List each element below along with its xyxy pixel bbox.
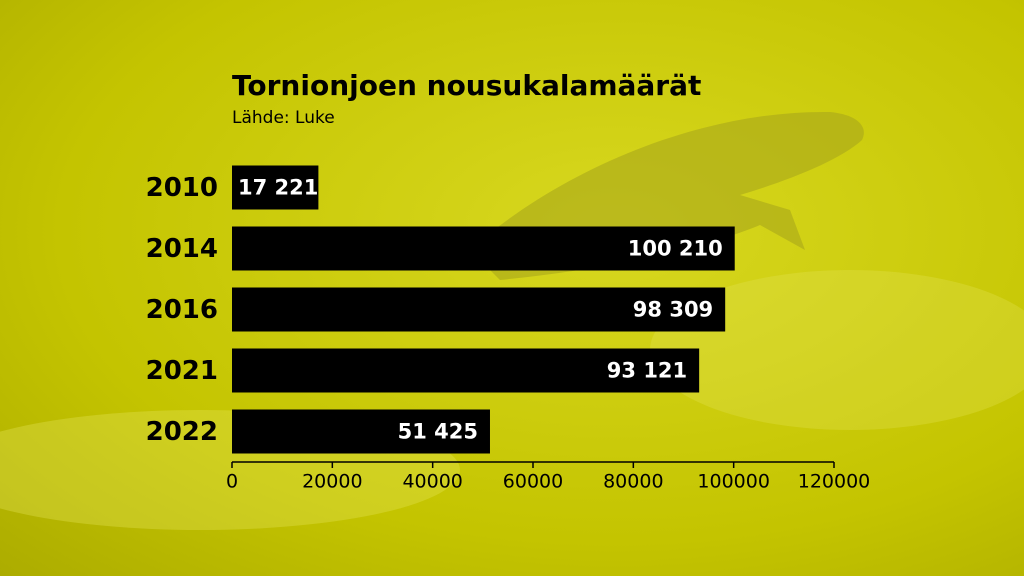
y-tick-label: 2022: [146, 417, 218, 447]
value-label: 51 425: [398, 420, 478, 444]
value-label: 17 221: [238, 176, 318, 200]
x-tick-label: 0: [226, 471, 238, 493]
y-tick-label: 2010: [146, 173, 218, 203]
bar: [232, 165, 319, 210]
y-tick-label: 2016: [146, 295, 218, 325]
value-label: 93 121: [607, 359, 687, 383]
bar: [232, 226, 735, 271]
x-tick-label: 100000: [697, 471, 770, 493]
value-label: 100 210: [628, 237, 723, 261]
x-tick-label: 60000: [503, 471, 563, 493]
chart-subtitle: Lähde: Luke: [232, 108, 335, 128]
x-tick-label: 40000: [402, 471, 462, 493]
x-tick-label: 20000: [302, 471, 362, 493]
x-tick-label: 120000: [798, 471, 871, 493]
bar: [232, 348, 700, 393]
y-tick-label: 2014: [146, 234, 218, 264]
water-decoration: [650, 270, 1024, 430]
chart-title: Tornionjoen nousukalamäärät: [232, 69, 701, 102]
bar: [232, 287, 726, 332]
y-tick-label: 2021: [146, 356, 218, 386]
value-label: 98 309: [633, 298, 713, 322]
bar: [232, 409, 490, 454]
x-tick-label: 80000: [603, 471, 663, 493]
